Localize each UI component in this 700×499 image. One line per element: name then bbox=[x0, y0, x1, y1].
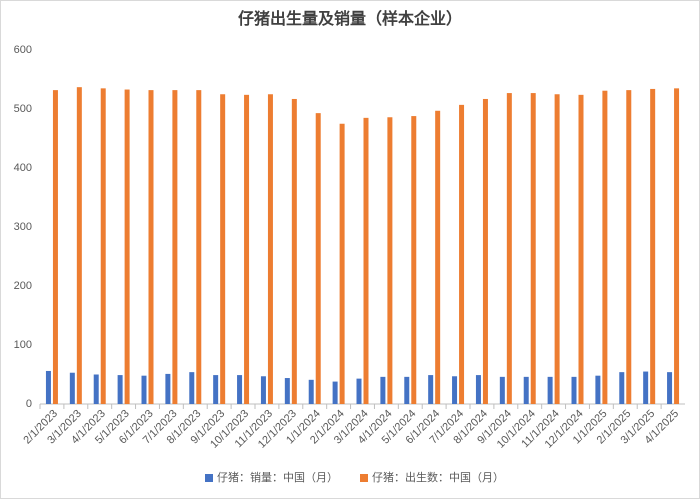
bar bbox=[141, 375, 147, 404]
bar bbox=[124, 89, 130, 404]
bar bbox=[523, 376, 529, 404]
y-tick-label: 500 bbox=[14, 103, 32, 115]
bar bbox=[315, 113, 321, 404]
bar bbox=[291, 98, 297, 404]
y-tick-label: 400 bbox=[14, 162, 32, 174]
legend-label: 仔猪：出生数：中国（月） bbox=[372, 470, 504, 484]
bar bbox=[260, 376, 266, 404]
bar bbox=[459, 104, 465, 405]
legend-swatch bbox=[360, 474, 368, 482]
bar bbox=[667, 372, 673, 404]
bar bbox=[148, 90, 154, 405]
bar bbox=[45, 370, 51, 404]
y-tick-label: 200 bbox=[14, 280, 32, 292]
bar bbox=[196, 90, 202, 405]
bar bbox=[76, 87, 82, 405]
bar bbox=[363, 117, 369, 404]
bar bbox=[619, 372, 625, 404]
bar bbox=[189, 372, 195, 404]
bar bbox=[237, 375, 243, 404]
bar bbox=[506, 93, 512, 404]
y-tick-label: 300 bbox=[14, 221, 32, 233]
bar bbox=[571, 376, 577, 404]
bar bbox=[165, 373, 171, 404]
y-tick-label: 600 bbox=[14, 44, 32, 56]
bar bbox=[308, 379, 314, 404]
y-tick-label: 100 bbox=[14, 339, 32, 351]
bar bbox=[380, 376, 386, 404]
bar bbox=[626, 90, 632, 405]
bar bbox=[69, 372, 75, 404]
bar bbox=[52, 90, 58, 405]
bar bbox=[244, 94, 250, 404]
bar bbox=[267, 94, 273, 404]
bar bbox=[674, 88, 680, 404]
bar bbox=[213, 375, 219, 404]
bar bbox=[547, 376, 553, 404]
bar bbox=[554, 94, 560, 404]
bar bbox=[332, 381, 338, 404]
bar bbox=[452, 376, 458, 404]
legend-swatch bbox=[205, 474, 213, 482]
bar bbox=[475, 375, 481, 404]
bar bbox=[93, 374, 99, 404]
bar bbox=[284, 378, 290, 404]
bar bbox=[595, 375, 601, 404]
y-tick-label: 0 bbox=[26, 398, 32, 410]
bar bbox=[220, 94, 226, 404]
bar bbox=[428, 375, 434, 404]
bar bbox=[117, 375, 123, 404]
chart-title: 仔猪出生量及销量（样本企业） bbox=[238, 9, 462, 28]
bar bbox=[356, 378, 362, 404]
bar bbox=[172, 90, 178, 405]
bar bbox=[411, 116, 417, 404]
bar bbox=[643, 371, 649, 404]
legend-label: 仔猪：销量：中国（月） bbox=[217, 470, 338, 484]
bar bbox=[578, 94, 584, 404]
bar bbox=[602, 90, 608, 405]
bar bbox=[100, 88, 106, 404]
bar bbox=[339, 123, 345, 404]
bar bbox=[482, 98, 488, 404]
bar bbox=[387, 117, 393, 404]
bar bbox=[499, 376, 505, 404]
bar bbox=[435, 110, 441, 405]
bar bbox=[404, 376, 410, 404]
bar bbox=[530, 93, 536, 404]
bar bbox=[650, 88, 656, 404]
